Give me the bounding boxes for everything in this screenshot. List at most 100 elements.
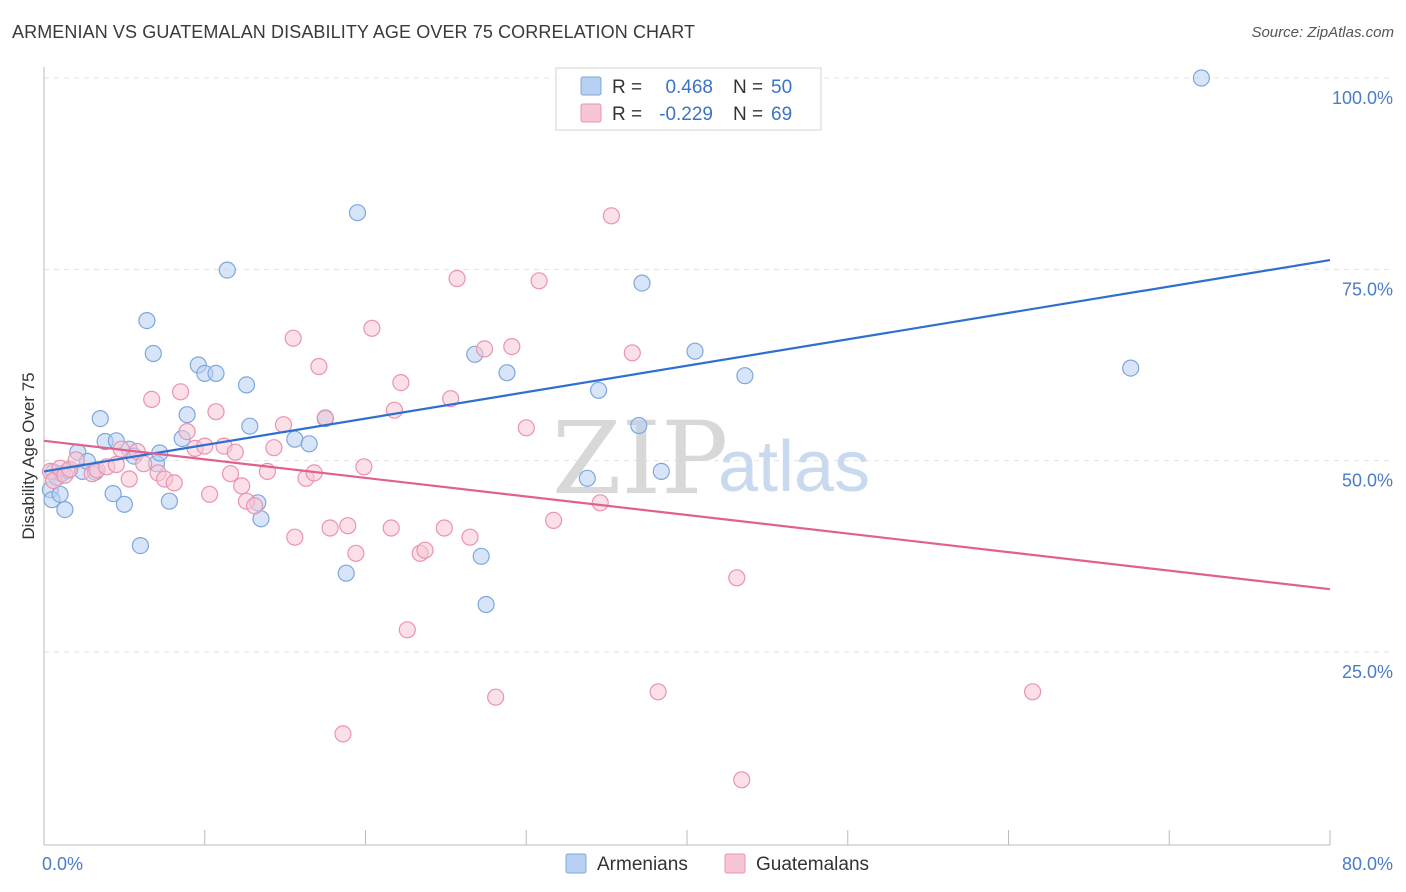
- armenian-point-6: [56, 501, 74, 519]
- guatemalan-point-55: [475, 340, 494, 358]
- armenian-point-38: [337, 564, 355, 582]
- armenian-point-41: [472, 547, 490, 565]
- armenian-point-45: [589, 381, 608, 399]
- guatemalan-point-14: [143, 390, 161, 408]
- guatemalan-point-51: [435, 519, 453, 537]
- armenian-point-36: [300, 435, 318, 453]
- x-tick-label-min: 0.0%: [42, 854, 83, 874]
- armenian-point-43: [498, 364, 516, 382]
- armenian-point-46: [630, 416, 648, 435]
- guatemalan-point-13: [135, 455, 153, 473]
- y-tick-label-50: 50.0%: [1342, 471, 1393, 491]
- armenian-point-26: [178, 406, 196, 424]
- armenian-point-49: [686, 342, 704, 360]
- armenians-legend-swatch: [565, 853, 587, 874]
- guatemalan-point-67: [1023, 683, 1042, 701]
- trend-lines: [43, 259, 1331, 591]
- guatemalan-point-41: [339, 517, 357, 535]
- guatemalan-point-57: [503, 338, 521, 356]
- guatemalan-point-56: [487, 688, 505, 706]
- guatemalan-point-5: [67, 451, 85, 469]
- guatemalan-n-value: 69: [771, 104, 792, 125]
- guatemalan-point-18: [172, 383, 190, 401]
- armenian-n-label: N =: [733, 77, 763, 98]
- armenian-point-44: [578, 469, 596, 487]
- armenian-point-50: [736, 367, 754, 385]
- guatemalan-point-50: [416, 541, 434, 559]
- armenian-point-14: [104, 485, 122, 503]
- guatemalan-point-33: [284, 329, 302, 347]
- guatemalan-point-19: [178, 423, 196, 441]
- guatemalan-point-54: [461, 528, 479, 546]
- armenian-point-48: [652, 462, 670, 480]
- armenian-point-20: [138, 312, 156, 330]
- armenian-trend-line: [43, 259, 1331, 473]
- guatemalan-stats-swatch: [580, 103, 602, 123]
- guatemalan-point-40: [334, 725, 352, 743]
- guatemalan-point-29: [246, 497, 264, 515]
- guatemalan-point-42: [347, 544, 365, 562]
- watermark-atlas: atlas: [718, 427, 870, 507]
- armenians-legend-label: Armenians: [597, 854, 688, 875]
- guatemalan-point-25: [221, 465, 240, 483]
- guatemalan-point-26: [226, 443, 244, 461]
- y-axis-title: Disability Age Over 75: [19, 372, 38, 539]
- armenian-point-29: [207, 364, 225, 382]
- armenian-point-47: [633, 274, 651, 292]
- guatemalan-point-45: [382, 519, 400, 537]
- guatemalan-point-61: [591, 494, 609, 512]
- armenian-point-21: [144, 344, 162, 363]
- source-credit: Source: ZipAtlas.com: [1251, 24, 1394, 41]
- guatemalan-point-27: [233, 477, 251, 495]
- armenian-point-39: [348, 204, 367, 222]
- armenian-point-52: [1192, 69, 1211, 87]
- chart-title: ARMENIAN VS GUATEMALAN DISABILITY AGE OV…: [12, 22, 696, 42]
- guatemalan-point-64: [649, 683, 667, 701]
- guatemalan-n-label: N =: [733, 104, 763, 125]
- guatemalan-point-47: [392, 374, 410, 392]
- guatemalan-point-23: [207, 403, 225, 421]
- guatemalan-point-62: [602, 207, 621, 225]
- guatemalan-point-63: [623, 344, 641, 362]
- guatemalan-point-11: [120, 470, 138, 488]
- y-tick-label-75: 75.0%: [1342, 279, 1393, 299]
- armenian-r-label: R =: [612, 77, 642, 98]
- armenian-point-12: [91, 410, 109, 428]
- guatemalans-legend-label: Guatemalans: [756, 854, 869, 875]
- guatemalan-point-52: [442, 390, 460, 408]
- guatemalan-r-value: -0.229: [659, 104, 713, 125]
- armenian-point-35: [286, 430, 304, 448]
- armenian-point-4: [51, 485, 69, 503]
- guatemalan-trend-line: [43, 439, 1331, 591]
- armenian-point-24: [160, 492, 178, 510]
- armenian-r-value: 0.468: [665, 77, 713, 98]
- guatemalan-point-59: [530, 272, 548, 290]
- gridlines: [44, 77, 1393, 653]
- guatemalan-point-65: [728, 569, 746, 587]
- y-tick-label-100: 100.0%: [1332, 88, 1393, 108]
- guatemalan-point-43: [355, 458, 373, 476]
- armenian-point-19: [131, 536, 149, 555]
- guatemalan-point-60: [544, 511, 563, 530]
- guatemalan-point-44: [363, 319, 381, 337]
- armenian-point-31: [237, 376, 256, 394]
- armenian-point-42: [477, 595, 495, 614]
- guatemalan-point-39: [321, 519, 339, 537]
- guatemalan-point-22: [201, 485, 219, 503]
- armenian-point-16: [115, 495, 134, 513]
- armenian-stats-swatch: [580, 76, 602, 96]
- guatemalan-point-48: [398, 621, 416, 639]
- guatemalan-point-34: [286, 528, 304, 546]
- guatemalan-point-17: [165, 474, 183, 492]
- armenian-point-51: [1122, 359, 1140, 377]
- guatemalan-point-58: [517, 419, 535, 437]
- armenian-point-30: [218, 261, 236, 279]
- data-points: [41, 69, 1211, 789]
- y-tick-label-25: 25.0%: [1342, 662, 1393, 682]
- armenian-point-32: [241, 417, 259, 435]
- x-axis-ticks: [204, 830, 1331, 845]
- series-legend: Armenians Guatemalans: [565, 853, 869, 875]
- x-tick-label-max: 80.0%: [1342, 854, 1393, 874]
- guatemalans-legend-swatch: [724, 853, 746, 874]
